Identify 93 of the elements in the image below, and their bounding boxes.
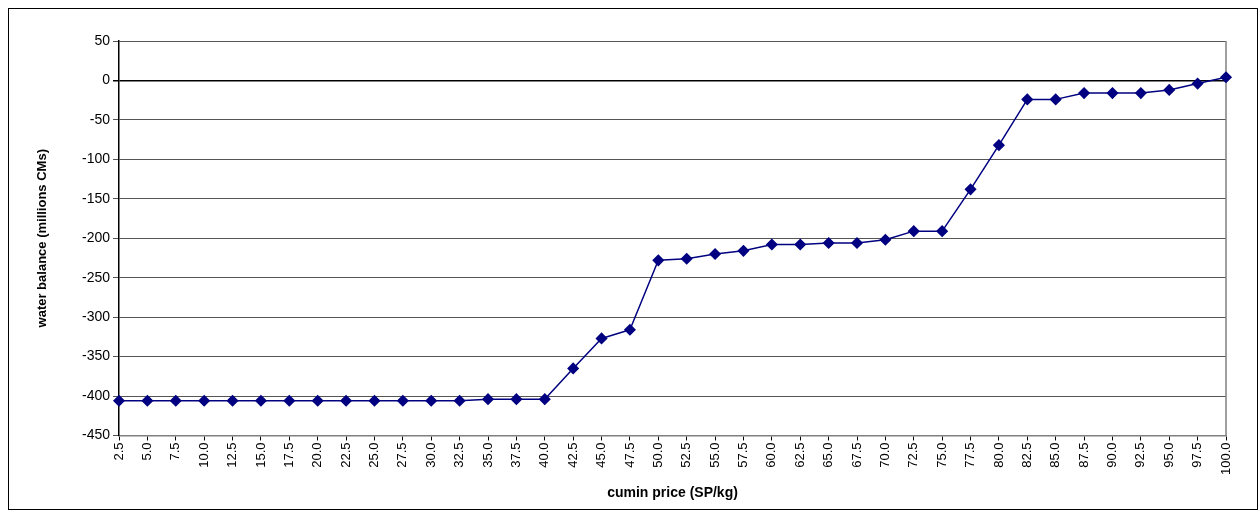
point [1021, 93, 1034, 106]
x-tick-label: 100.0 [1217, 442, 1233, 476]
x-tick-label: 80.0 [990, 442, 1006, 468]
x-tick-label: 2.5 [110, 442, 126, 461]
point [539, 393, 551, 405]
x-tick-label: 30.0 [422, 442, 438, 468]
x-tick-label: 45.0 [593, 442, 609, 468]
x-tick-label: 47.5 [621, 442, 637, 468]
x-tick-label: 92.5 [1132, 442, 1148, 468]
x-tick-label: 77.5 [962, 442, 978, 468]
point [141, 395, 154, 407]
point [1135, 87, 1147, 99]
point [1191, 77, 1204, 90]
point [680, 253, 693, 265]
x-tick-label: 55.0 [706, 442, 722, 468]
x-tick-label: 10.0 [195, 442, 211, 468]
point [425, 395, 437, 407]
y-tick-label: -50 [89, 110, 111, 127]
point [397, 395, 409, 407]
point [822, 237, 835, 249]
y-tick-label: -400 [81, 386, 111, 403]
x-tick-label: 27.5 [394, 442, 410, 468]
point [737, 245, 750, 257]
point [908, 225, 920, 237]
point [1220, 71, 1232, 84]
point [595, 332, 608, 345]
point [226, 395, 239, 407]
x-tick-label: 20.0 [309, 442, 325, 468]
x-axis-title: cumin price (SP/kg) [607, 483, 738, 500]
x-tick-label: 7.5 [167, 442, 183, 461]
x-tick-label: 32.5 [451, 442, 467, 468]
point [368, 395, 381, 407]
x-tick-label: 42.5 [564, 442, 580, 468]
x-tick-label: 35.0 [479, 442, 495, 468]
point [170, 395, 182, 407]
point [311, 395, 324, 407]
point [113, 395, 125, 407]
x-tick-label: 90.0 [1104, 442, 1120, 468]
y-tick-label: -350 [81, 347, 111, 364]
y-tick-label: -100 [81, 150, 111, 167]
x-tick-label: 82.5 [1018, 442, 1034, 468]
x-tick-label: 95.0 [1160, 442, 1176, 468]
x-tick-label: 5.0 [138, 442, 154, 461]
point [340, 395, 352, 407]
x-tick-label: 60.0 [763, 442, 779, 468]
point [1106, 87, 1119, 99]
y-tick-label: -300 [81, 307, 111, 324]
point [652, 254, 665, 267]
point [993, 139, 1005, 151]
x-tick-label: 62.5 [791, 442, 807, 468]
x-tick-label: 40.0 [536, 442, 552, 468]
point [624, 324, 636, 336]
x-tick-label: 22.5 [337, 442, 353, 468]
point [879, 234, 892, 246]
point [567, 362, 579, 375]
point [283, 395, 296, 407]
point [794, 238, 806, 251]
x-tick-label: 75.0 [933, 442, 949, 468]
point [255, 395, 267, 407]
y-tick-label: -450 [81, 426, 111, 443]
point [936, 225, 948, 237]
x-tick-label: 12.5 [224, 442, 240, 468]
point [1049, 93, 1062, 106]
point [198, 395, 210, 407]
point [1163, 84, 1175, 96]
point [709, 248, 721, 260]
y-tick-label: 50 [94, 31, 111, 48]
x-tick-label: 97.5 [1189, 442, 1205, 468]
x-tick-label: 85.0 [1047, 442, 1063, 468]
point [851, 237, 863, 249]
x-tick-label: 52.5 [678, 442, 694, 468]
y-tick-label: -250 [81, 268, 111, 285]
y-tick-label: 0 [102, 71, 111, 88]
x-tick-label: 25.0 [366, 442, 382, 468]
point [510, 393, 523, 405]
x-tick-label: 15.0 [252, 442, 268, 468]
y-tick-label: -150 [81, 189, 111, 206]
x-tick-label: 70.0 [876, 442, 892, 468]
x-tick-label: 50.0 [649, 442, 665, 468]
point [766, 238, 778, 251]
x-tick-label: 67.5 [848, 442, 864, 468]
point [1078, 87, 1090, 99]
x-tick-label: 87.5 [1075, 442, 1091, 468]
x-tick-label: 65.0 [820, 442, 836, 468]
x-tick-label: 57.5 [735, 442, 751, 468]
x-tick-label: 17.5 [280, 442, 296, 468]
x-tick-label: 72.5 [905, 442, 921, 468]
point [453, 395, 466, 407]
y-axis-title: water balance (millions CMs) [34, 149, 50, 329]
x-tick-label: 37.5 [507, 442, 523, 468]
y-tick-label: -200 [81, 229, 111, 246]
point [482, 393, 494, 405]
point [964, 183, 977, 196]
